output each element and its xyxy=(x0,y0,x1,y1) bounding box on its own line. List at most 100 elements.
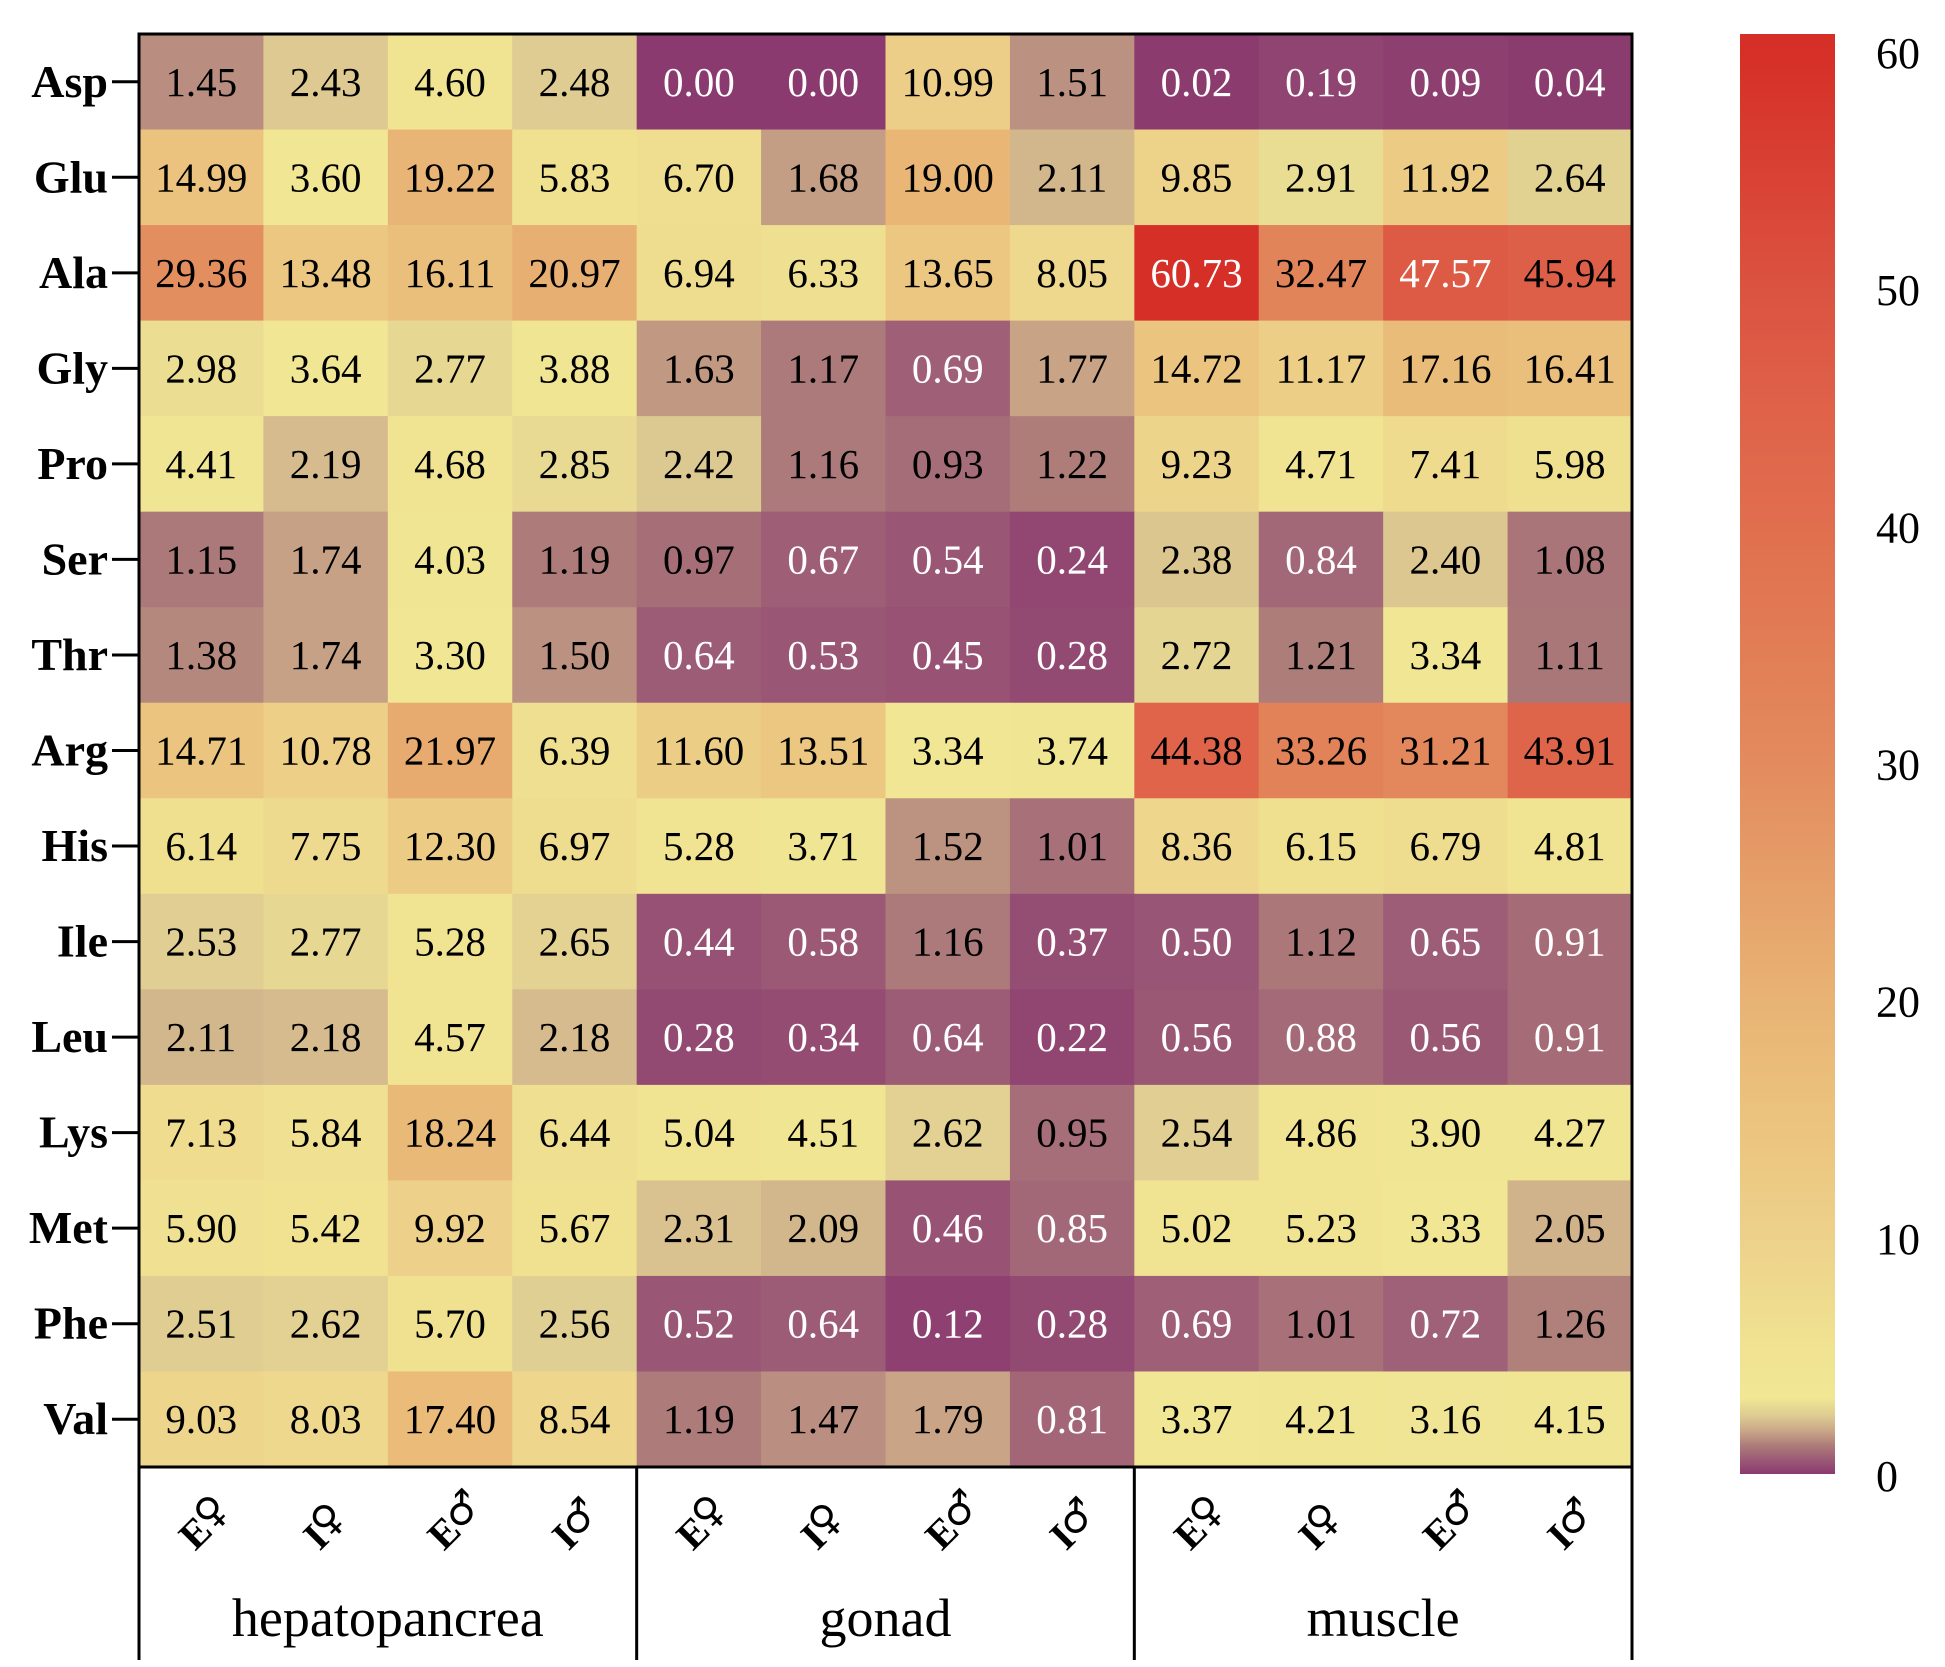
cell-value-label: 1.79 xyxy=(912,1396,984,1442)
cell-value-label: 4.60 xyxy=(414,59,486,105)
heatmap-cell xyxy=(636,225,762,322)
heatmap-cell xyxy=(387,989,513,1086)
cell-value-label: 10.78 xyxy=(280,728,372,774)
cell-value-label: 13.48 xyxy=(280,250,372,296)
heatmap-cell xyxy=(885,702,1011,799)
svg-text:I♀: I♀ xyxy=(291,1493,356,1558)
heatmap-cell xyxy=(512,34,638,131)
cell-value-label: 16.11 xyxy=(405,250,496,296)
heatmap-cell xyxy=(387,416,513,513)
heatmap-cell xyxy=(885,893,1011,990)
heatmap-cell xyxy=(1009,893,1135,990)
cell-value-label: 0.28 xyxy=(1036,632,1108,678)
cell-value-label: 2.53 xyxy=(165,919,237,965)
cell-value-label: 5.70 xyxy=(414,1301,486,1347)
cell-value-label: 14.99 xyxy=(155,154,247,200)
cell-value-label: 0.24 xyxy=(1036,536,1108,582)
cell-value-label: 20.97 xyxy=(528,250,620,296)
row-label: Leu xyxy=(31,1011,108,1062)
cell-value-label: 6.14 xyxy=(165,823,237,869)
heatmap-cell xyxy=(1009,1371,1135,1468)
cell-value-label: 1.16 xyxy=(787,441,859,487)
heatmap-cell xyxy=(263,1275,389,1373)
cell-value-label: 29.36 xyxy=(155,250,247,296)
heatmap-cell xyxy=(885,1180,1011,1277)
heatmap-cell xyxy=(1383,893,1509,990)
cell-value-label: 2.18 xyxy=(539,1014,611,1060)
cell-value-label: 5.67 xyxy=(539,1205,611,1251)
svg-text:E♂: E♂ xyxy=(913,1481,990,1558)
colorbar-tick-label: 30 xyxy=(1876,741,1920,790)
heatmap-cell xyxy=(139,607,265,704)
cell-value-label: 0.02 xyxy=(1161,59,1233,105)
row-label: Ala xyxy=(39,247,108,298)
column-labels: E♀ I♀ E♂ I♂ E♀ I♀ E♂ I♂ E♀ I♀ E♂ I♂ xyxy=(170,1481,1603,1559)
row-label: Arg xyxy=(31,725,108,776)
cell-value-label: 1.63 xyxy=(663,345,735,391)
heatmap-cell xyxy=(1009,34,1135,131)
cell-value-label: 3.64 xyxy=(290,345,362,391)
column-label: E♂ xyxy=(1414,1481,1487,1558)
heatmap-cell xyxy=(1507,320,1633,417)
heatmap-cell xyxy=(761,225,887,322)
heatmap-cell xyxy=(1507,1371,1633,1468)
heatmap-cell xyxy=(1258,1275,1384,1373)
heatmap-cell xyxy=(139,702,265,799)
cell-value-label: 2.77 xyxy=(290,919,362,965)
heatmap-cell xyxy=(139,320,265,417)
cell-value-label: 0.56 xyxy=(1410,1014,1482,1060)
heatmap-cell xyxy=(512,511,638,608)
heatmap-cell xyxy=(1134,989,1260,1086)
heatmap-cell xyxy=(761,1180,887,1277)
cell-value-label: 0.69 xyxy=(1161,1301,1233,1347)
heatmap-cell xyxy=(263,798,389,895)
cell-value-label: 7.41 xyxy=(1410,441,1482,487)
column-label: I♂ xyxy=(1041,1489,1106,1559)
cell-value-label: 0.19 xyxy=(1285,59,1357,105)
cell-value-label: 4.15 xyxy=(1534,1396,1606,1442)
cell-value-label: 0.46 xyxy=(912,1205,984,1251)
cell-value-label: 1.08 xyxy=(1534,536,1606,582)
cell-value-label: 11.92 xyxy=(1400,154,1491,200)
cell-value-label: 6.97 xyxy=(539,823,611,869)
heatmap-cell xyxy=(139,1371,265,1468)
cell-value-label: 1.15 xyxy=(165,536,237,582)
cell-value-label: 4.68 xyxy=(414,441,486,487)
heatmap-cell xyxy=(387,607,513,704)
heatmap-cell xyxy=(636,1084,762,1181)
heatmap-cell xyxy=(636,893,762,990)
cell-value-label: 5.28 xyxy=(414,919,486,965)
heatmap-cell xyxy=(1009,798,1135,895)
heatmap-cell xyxy=(139,416,265,513)
heatmap-cell xyxy=(1383,1180,1509,1277)
cell-value-label: 3.30 xyxy=(414,632,486,678)
colorbar-gradient xyxy=(1740,34,1835,1474)
heatmap-cell xyxy=(1009,129,1135,226)
heatmap-cell xyxy=(387,320,513,417)
heatmap-cell xyxy=(1134,511,1260,608)
cell-value-label: 0.91 xyxy=(1534,919,1606,965)
heatmap-cell xyxy=(1383,702,1509,799)
heatmap-cell xyxy=(1134,1275,1260,1373)
cell-value-label: 0.64 xyxy=(663,632,735,678)
cell-value-label: 2.11 xyxy=(166,1014,236,1060)
cell-value-label: 0.37 xyxy=(1036,919,1108,965)
cell-value-label: 1.22 xyxy=(1036,441,1108,487)
heatmap-cell xyxy=(761,129,887,226)
heatmap-cell xyxy=(512,416,638,513)
heatmap-cell xyxy=(1507,607,1633,704)
heatmap-cell xyxy=(761,34,887,131)
heatmap-cell xyxy=(885,416,1011,513)
cell-value-label: 0.56 xyxy=(1161,1014,1233,1060)
cell-value-label: 5.84 xyxy=(290,1110,362,1156)
heatmap-cell xyxy=(885,1084,1011,1181)
heatmap-cell xyxy=(636,1371,762,1468)
heatmap-cell xyxy=(1383,416,1509,513)
heatmap-cell xyxy=(139,1275,265,1373)
heatmap-cell xyxy=(1507,893,1633,990)
cell-value-label: 0.97 xyxy=(663,536,735,582)
heatmap-cell xyxy=(387,1371,513,1468)
cell-value-label: 1.68 xyxy=(787,154,859,200)
heatmap-cell xyxy=(1258,607,1384,704)
cell-value-label: 6.39 xyxy=(539,728,611,774)
